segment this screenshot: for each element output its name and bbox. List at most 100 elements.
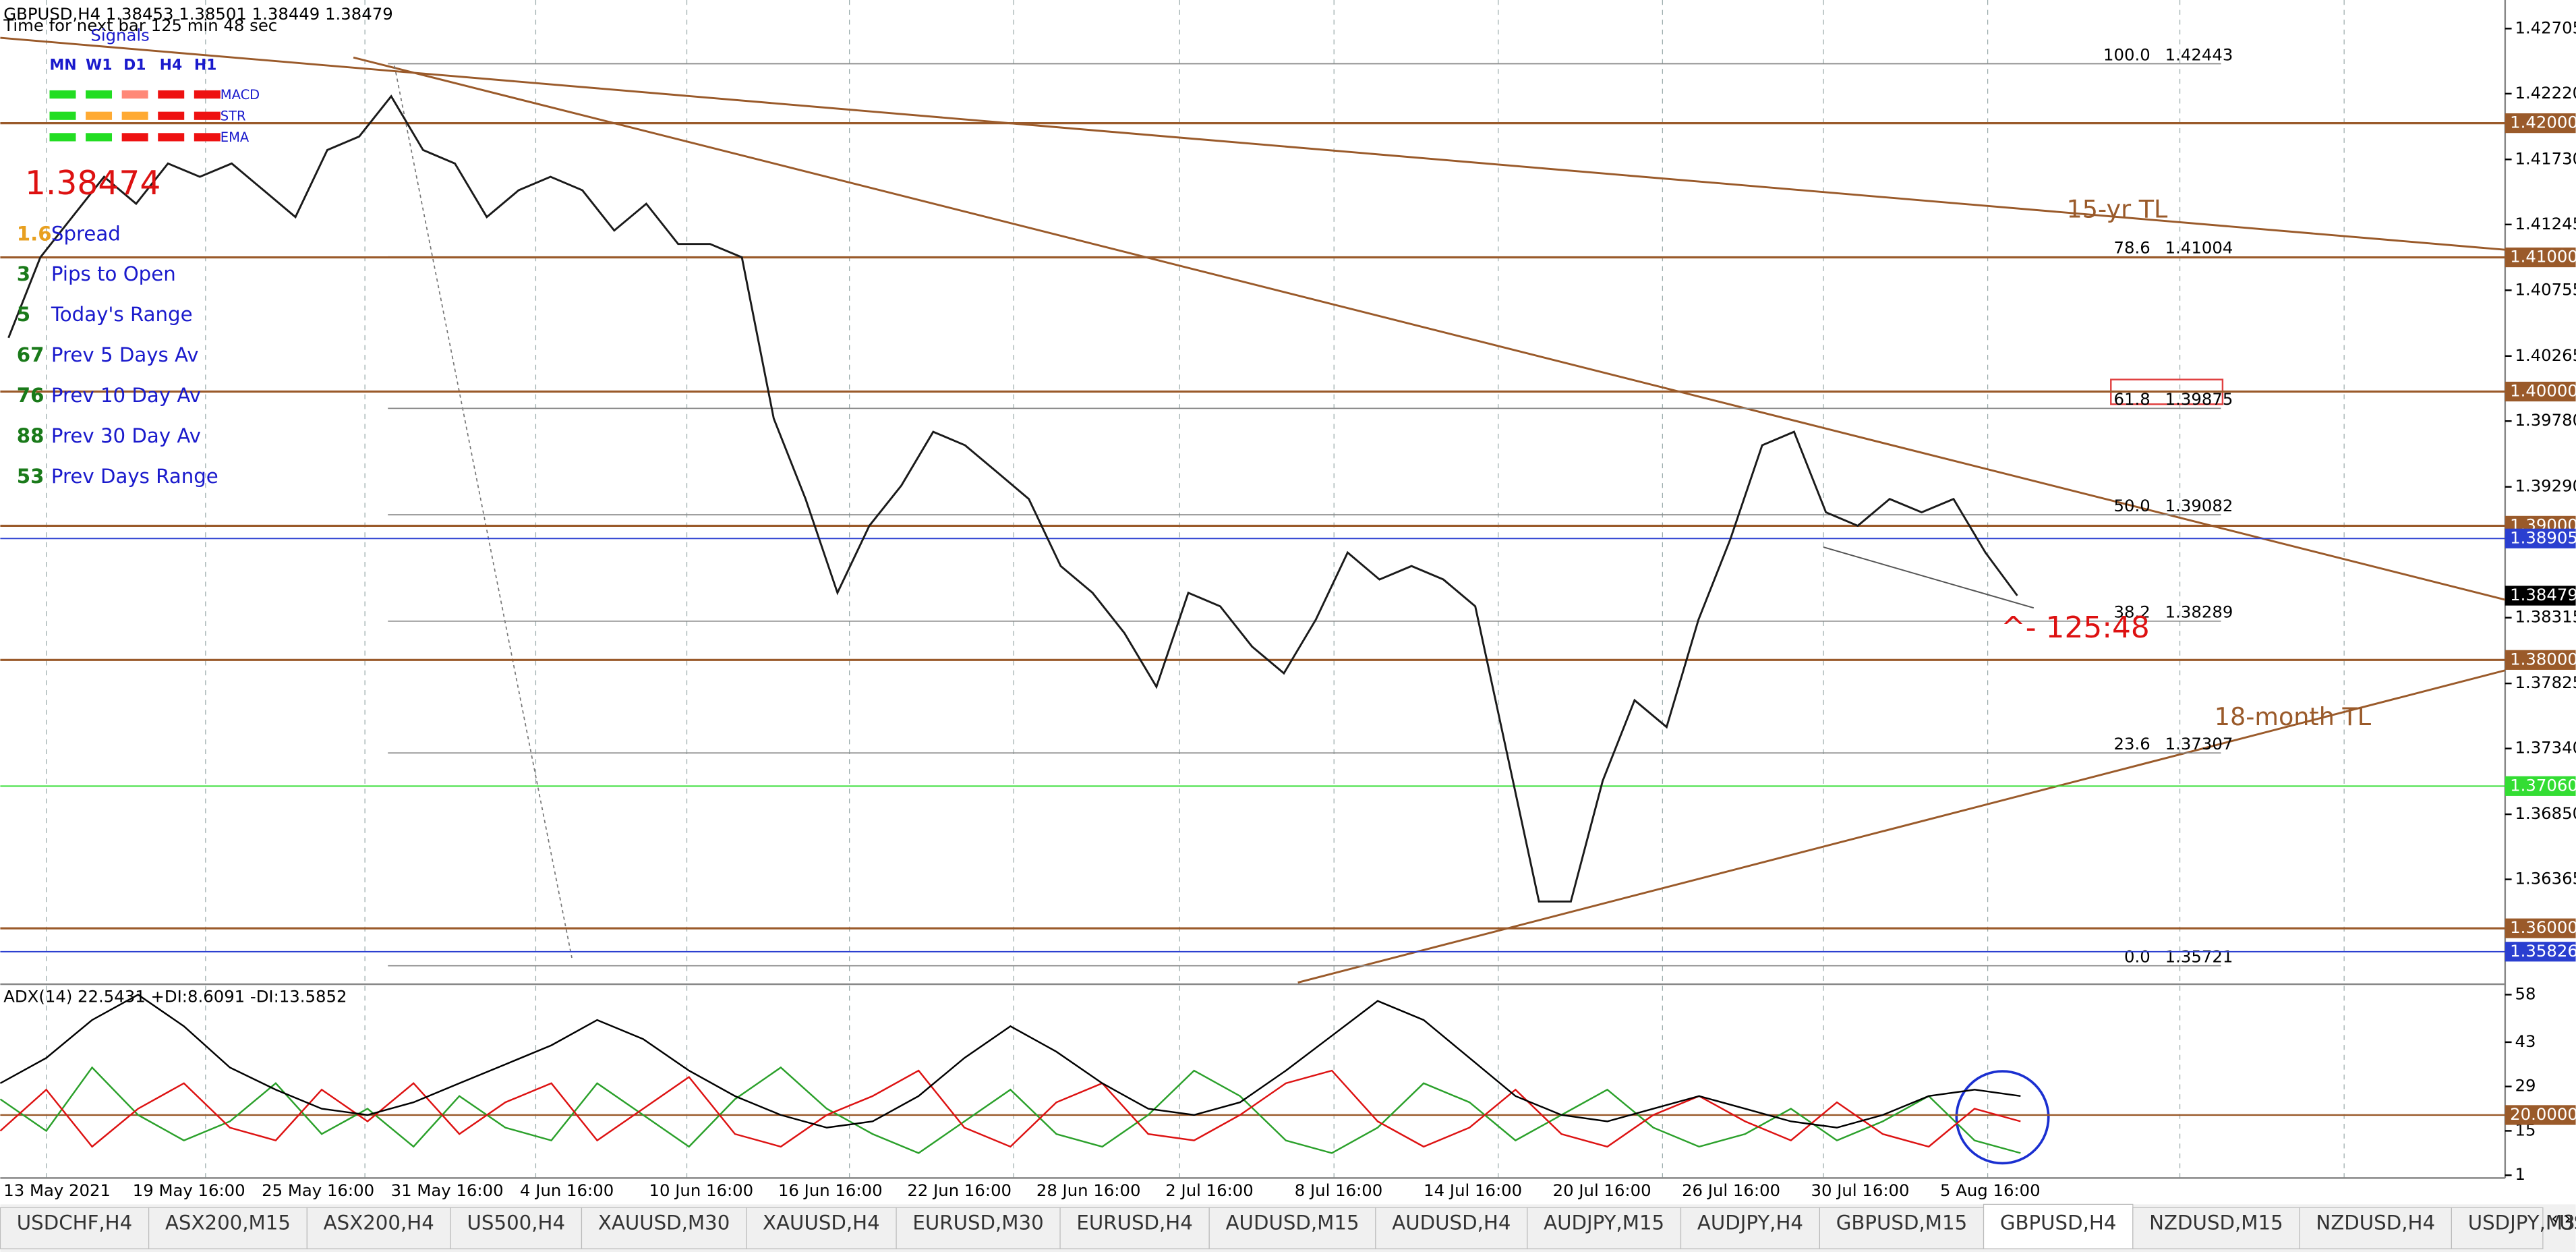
level-box-label: 1.38905 xyxy=(2510,528,2576,547)
tab[interactable] xyxy=(2132,1207,2300,1249)
price-tick-label: 1.42220 xyxy=(2515,83,2576,103)
level-box xyxy=(2505,650,2576,670)
tab[interactable] xyxy=(1819,1207,1985,1249)
info-value: 67 xyxy=(17,343,45,366)
symbol-line: GBPUSD,H4 1.38453 1.38501 1.38449 1.3847… xyxy=(3,4,392,24)
tab[interactable] xyxy=(1059,1207,1210,1249)
info-value: 53 xyxy=(17,465,45,488)
timeframe-label: H1 xyxy=(194,57,217,74)
tab-label[interactable]: US500,H4 xyxy=(467,1212,566,1234)
level-box-label: 1.40000 xyxy=(2510,380,2576,400)
trend-line-18month xyxy=(1297,669,2506,984)
tab-label[interactable]: US xyxy=(2559,1212,2576,1234)
adx-tick-label: 43 xyxy=(2515,1031,2536,1051)
time-label: 8 Jul 16:00 xyxy=(1295,1180,1382,1200)
fib-price: 1.42443 xyxy=(2165,45,2233,64)
fib-price: 1.35721 xyxy=(2165,947,2233,967)
signal-cell xyxy=(194,90,221,99)
level-box-label: 1.38479 xyxy=(2510,585,2576,604)
tab-label[interactable]: EURUSD,H4 xyxy=(1076,1212,1192,1234)
adx-line xyxy=(0,994,2021,1129)
time-label: 20 Jul 16:00 xyxy=(1553,1180,1651,1200)
fib-level: 50.0 xyxy=(2114,496,2150,515)
tab[interactable] xyxy=(1208,1207,1376,1249)
time-label: 10 Jun 16:00 xyxy=(649,1180,754,1200)
tab-label[interactable]: NZDUSD,M15 xyxy=(2149,1212,2283,1234)
signal-cell xyxy=(49,133,76,142)
tab-label[interactable]: GBPUSD,H4 xyxy=(2000,1212,2117,1234)
price-tick-label: 1.39290 xyxy=(2515,476,2576,496)
signal-cell xyxy=(158,111,185,120)
time-label: 31 May 16:00 xyxy=(391,1180,504,1200)
annotation: ^- 125:48 xyxy=(2001,610,2150,645)
price-tick-label: 1.36850 xyxy=(2515,803,2576,823)
price-tick-label: 1.36365 xyxy=(2515,869,2576,888)
tab[interactable] xyxy=(450,1207,583,1249)
tab[interactable] xyxy=(1375,1207,1528,1249)
tab-label[interactable]: GBPUSD,M15 xyxy=(1836,1212,1967,1234)
tab-label[interactable]: XAUUSD,M30 xyxy=(598,1212,730,1234)
signal-cell xyxy=(49,111,76,120)
tab-label[interactable]: XAUUSD,H4 xyxy=(763,1212,880,1234)
fib-level: 38.2 xyxy=(2114,602,2150,622)
info-label: Prev 10 Day Av xyxy=(51,384,201,407)
signal-cell xyxy=(49,90,76,99)
tab[interactable] xyxy=(2451,1207,2544,1249)
level-box-label: 1.37060 xyxy=(2510,775,2576,795)
time-label: 19 May 16:00 xyxy=(133,1180,245,1200)
tab-label[interactable]: ASX200,H4 xyxy=(324,1212,434,1234)
tab[interactable] xyxy=(581,1207,747,1249)
tab[interactable] xyxy=(0,1207,150,1249)
info-value: 1.6 xyxy=(17,222,52,245)
tab-scroll[interactable]: ‹ › xyxy=(2551,1208,2571,1229)
tab-label[interactable]: USDJPY,M30 xyxy=(2468,1212,2576,1234)
tab[interactable] xyxy=(306,1207,451,1249)
tab-label[interactable]: AUDJPY,H4 xyxy=(1697,1212,1803,1234)
tab-label[interactable]: USDCHF,H4 xyxy=(17,1212,132,1234)
highlight-circle xyxy=(1955,1070,2050,1165)
adx-title: ADX(14) 22.5431 +DI:8.6091 -DI:13.5852 xyxy=(3,986,347,1006)
time-label: 30 Jul 16:00 xyxy=(1811,1180,1910,1200)
info-value: 3 xyxy=(17,262,30,285)
tab[interactable] xyxy=(1680,1207,1820,1249)
level-box xyxy=(2505,381,2576,402)
info-value: 76 xyxy=(17,384,45,407)
tab[interactable] xyxy=(896,1207,1061,1249)
tab-label[interactable]: AUDUSD,H4 xyxy=(1392,1212,1511,1234)
time-label: 22 Jun 16:00 xyxy=(907,1180,1012,1200)
time-label: 16 Jun 16:00 xyxy=(778,1180,883,1200)
level-box xyxy=(2505,942,2576,962)
tab-label[interactable]: NZDUSD,H4 xyxy=(2316,1212,2435,1234)
tab[interactable] xyxy=(746,1207,897,1249)
tab[interactable] xyxy=(1527,1207,1682,1249)
timeframe-label: H4 xyxy=(160,57,183,74)
indicator-label: STR xyxy=(221,108,246,123)
tab-label[interactable]: AUDJPY,M15 xyxy=(1544,1212,1664,1234)
level-box-label: 1.35826 xyxy=(2510,941,2576,961)
signal-cell xyxy=(86,133,113,142)
annotation: 15-yr TL xyxy=(2067,194,2169,223)
indicator-label: MACD xyxy=(221,87,260,103)
tab[interactable] xyxy=(148,1207,308,1249)
level-box xyxy=(2505,528,2576,548)
tab-label[interactable]: EURUSD,M30 xyxy=(912,1212,1043,1234)
signal-cell xyxy=(121,111,148,120)
tab-label[interactable]: ASX200,M15 xyxy=(165,1212,291,1234)
tab[interactable] xyxy=(2299,1207,2453,1249)
info-label: Today's Range xyxy=(51,303,193,326)
timeframe-label: D1 xyxy=(123,57,146,74)
tab[interactable] xyxy=(1983,1203,2134,1249)
price-tick-label: 1.37340 xyxy=(2515,738,2576,758)
price-pane: 1.42705 1.42220 1.41730 1.41245 1.40755 1.402… xyxy=(0,18,2576,967)
plus-di-line xyxy=(0,1066,2021,1154)
tab-label[interactable]: AUDUSD,M15 xyxy=(1226,1212,1359,1234)
info-value: 5 xyxy=(17,303,30,326)
fib-price: 1.37307 xyxy=(2165,734,2233,753)
signal-cell xyxy=(86,90,113,99)
time-label: 4 Jun 16:00 xyxy=(520,1180,614,1200)
channel-line xyxy=(1823,546,2035,609)
time-label: 28 Jun 16:00 xyxy=(1036,1180,1141,1200)
time-label: 26 Jul 16:00 xyxy=(1682,1180,1780,1200)
